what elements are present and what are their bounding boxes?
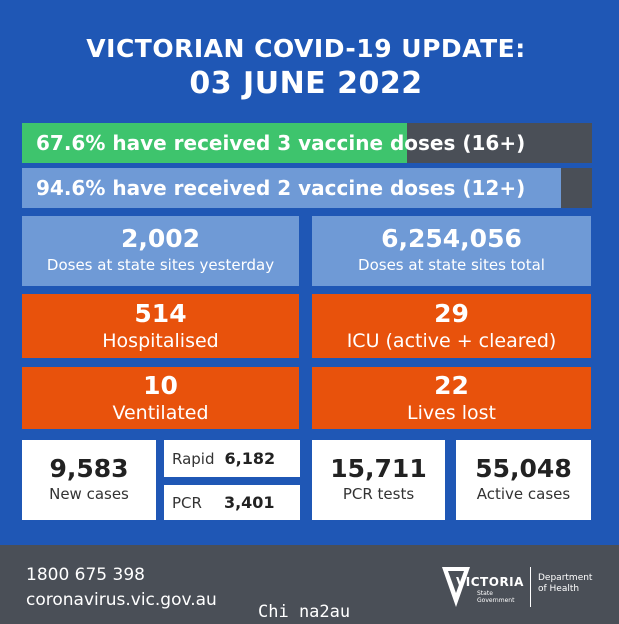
pcr-label: PCR: [172, 493, 202, 512]
new-cases-tile: 9,583 New cases: [22, 440, 156, 520]
hospitalised-value: 514: [134, 299, 187, 328]
logo-divider: [530, 567, 531, 607]
active-cases-value: 55,048: [475, 454, 572, 483]
victoria-triangle-icon: [442, 567, 470, 607]
vaccine-bar-2-doses-fill: [22, 168, 562, 208]
doses-yesterday-value: 2,002: [120, 224, 201, 253]
doses-total-value: 6,254,056: [381, 224, 522, 253]
new-cases-label: New cases: [49, 485, 129, 503]
pcr-tests-label: PCR tests: [342, 485, 415, 503]
doses-total-label: Doses at state sites total: [358, 256, 545, 274]
pcr-cases-box: PCR 3,401: [164, 485, 300, 520]
dept-line-1: Department: [538, 573, 593, 583]
phone-number: 1800 675 398: [26, 565, 145, 585]
footer: 1800 675 398 coronavirus.vic.gov.au VICT…: [0, 545, 619, 624]
victoria-logo-word: VICTORIA: [456, 575, 524, 589]
vaccine-bar-3-doses-fill: [22, 123, 408, 163]
doses-yesterday-label: Doses at state sites yesterday: [46, 256, 275, 274]
vaccine-bar-2-doses: 94.6% have received 2 vaccine doses (12+…: [22, 168, 592, 208]
ventilated-tile: 10 Ventilated: [22, 367, 299, 429]
doses-total-tile: 6,254,056 Doses at state sites total: [312, 216, 591, 286]
new-cases-value: 9,583: [49, 454, 129, 483]
ventilated-value: 10: [143, 371, 178, 400]
active-cases-label: Active cases: [476, 485, 571, 503]
page-title: VICTORIAN COVID-19 UPDATE:: [86, 34, 526, 63]
lives-lost-value: 22: [434, 371, 469, 400]
ventilated-label: Ventilated: [112, 402, 209, 424]
logo-sub-line-1: State: [477, 590, 493, 597]
vaccine-bar-3-doses-label: 67.6% have received 3 vaccine doses (16+…: [36, 131, 526, 155]
dept-line-2: of Health: [538, 584, 580, 594]
pcr-tests-tile: 15,711 PCR tests: [312, 440, 445, 520]
website-link[interactable]: coronavirus.vic.gov.au: [26, 590, 217, 610]
update-date: 03 JUNE 2022: [189, 66, 423, 101]
watermark: Chi na2au: [258, 602, 351, 622]
icu-value: 29: [434, 299, 469, 328]
hospitalised-label: Hospitalised: [102, 330, 219, 352]
lives-lost-tile: 22 Lives lost: [312, 367, 591, 429]
icu-label: ICU (active + cleared): [346, 330, 557, 352]
vaccine-bar-3-doses: 67.6% have received 3 vaccine doses (16+…: [22, 123, 592, 163]
victoria-logo-sub: State Government: [477, 590, 514, 604]
rapid-cases-box: Rapid 6,182: [164, 440, 300, 477]
hospitalised-tile: 514 Hospitalised: [22, 294, 299, 358]
icu-tile: 29 ICU (active + cleared): [312, 294, 591, 358]
doses-yesterday-tile: 2,002 Doses at state sites yesterday: [22, 216, 299, 286]
lives-lost-label: Lives lost: [407, 402, 496, 424]
logo-sub-line-2: Government: [477, 597, 515, 604]
rapid-label: Rapid: [172, 449, 215, 468]
rapid-value: 6,182: [224, 449, 276, 468]
active-cases-tile: 55,048 Active cases: [456, 440, 591, 520]
pcr-value: 3,401: [223, 493, 275, 512]
pcr-tests-value: 15,711: [330, 454, 427, 483]
department-name: Department of Health: [538, 573, 592, 595]
vaccine-bar-2-doses-label: 94.6% have received 2 vaccine doses (12+…: [36, 176, 526, 200]
